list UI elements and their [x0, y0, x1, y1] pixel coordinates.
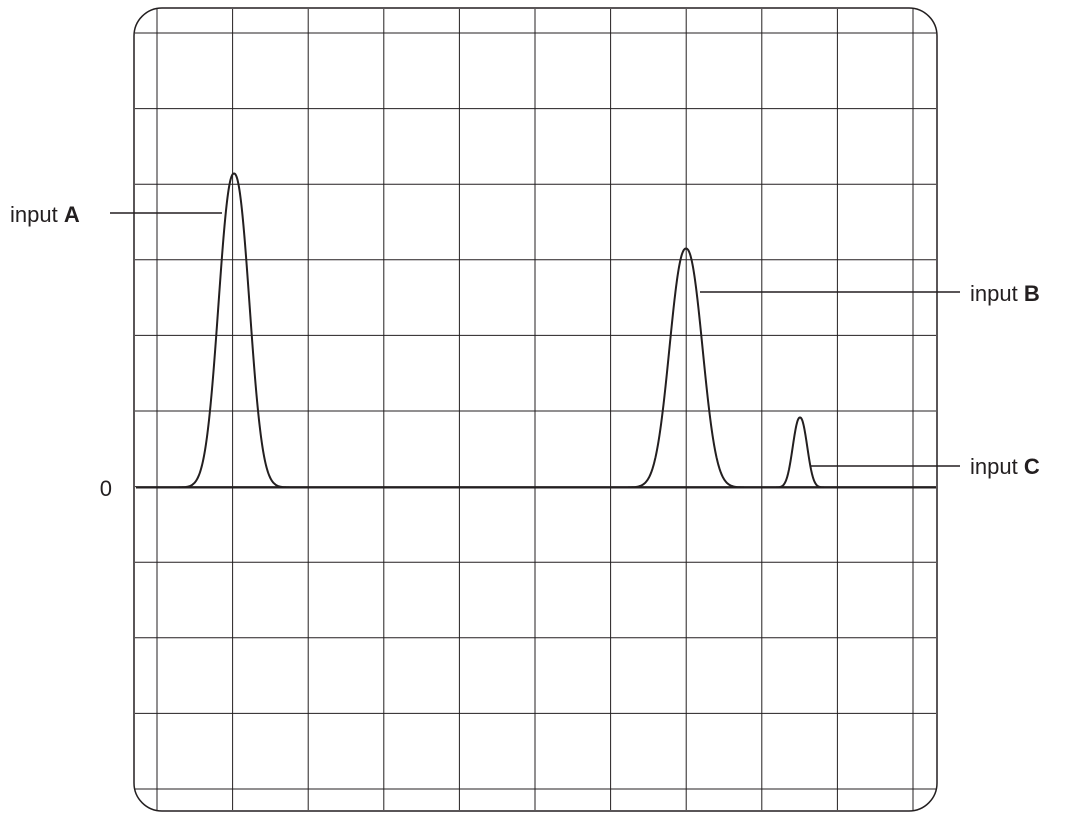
label-prefix: input [970, 454, 1018, 479]
zero-label: 0 [100, 476, 112, 501]
label-c: input C [970, 454, 1040, 479]
trace [157, 172, 865, 489]
label-letter: A [64, 202, 80, 227]
screen [133, 7, 938, 812]
grid [135, 9, 936, 810]
label-letter: B [1024, 281, 1040, 306]
label-b: input B [970, 281, 1040, 306]
label-prefix: input [10, 202, 58, 227]
label-prefix: input [970, 281, 1018, 306]
label-letter: C [1024, 454, 1040, 479]
label-a: input A [10, 202, 80, 227]
